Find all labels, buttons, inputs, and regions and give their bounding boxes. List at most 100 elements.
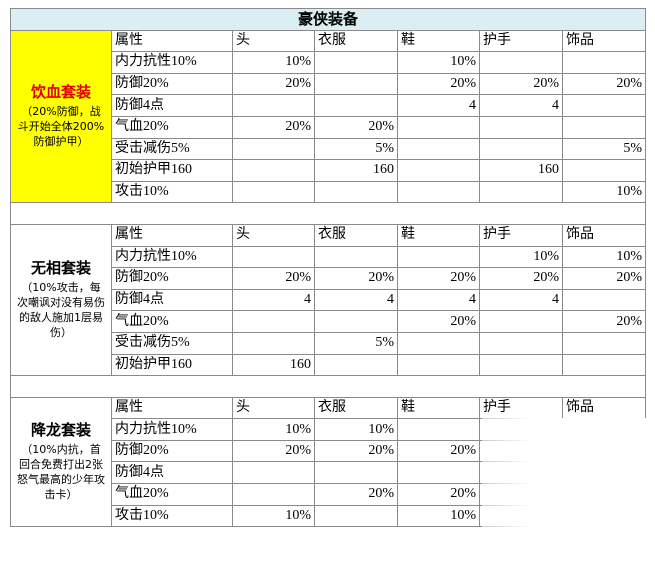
stat-name: 攻击10%: [111, 180, 233, 204]
stat-name: 受击减伤5%: [111, 137, 233, 161]
stat-value: [561, 94, 647, 117]
set-cell: 降龙套装 （10%内抗，首回合免费打出2张怒气最高的少年攻击卡）: [10, 396, 112, 528]
stat-name: 气血20%: [111, 483, 233, 506]
stat-value: 20%: [232, 267, 315, 290]
stat-value: 20%: [314, 483, 398, 506]
stat-value: 10%: [397, 504, 480, 528]
stat-name: 防御20%: [111, 72, 233, 96]
stat-value: [561, 115, 647, 139]
stat-value: [314, 180, 398, 204]
stat-value: [479, 51, 563, 74]
stat-value: [232, 461, 315, 485]
stat-value: [232, 310, 315, 333]
stat-value: 20%: [479, 72, 563, 96]
stat-value: 20%: [397, 72, 480, 96]
stat-value: 4: [397, 288, 480, 312]
set-description: （20%防御，战斗开始全体200%防御护甲）: [17, 104, 105, 148]
set-description: （10%攻击，每次嘲讽对没有易伤的敌人施加1层易伤）: [17, 281, 105, 340]
column-header: 饰品: [561, 223, 647, 247]
stat-value: 20%: [397, 483, 480, 506]
column-header: 属性: [111, 396, 233, 420]
stat-value: 10%: [232, 504, 315, 528]
stat-value: 20%: [314, 115, 398, 139]
column-header: 头: [232, 223, 315, 247]
stat-name: 内力抗性10%: [111, 51, 233, 74]
stat-row: 初始护甲160 160 160: [11, 159, 647, 182]
column-header: 头: [232, 29, 315, 53]
stat-value: 20%: [561, 310, 647, 333]
stat-value: [397, 331, 480, 355]
column-header: 鞋: [397, 396, 480, 420]
stat-row: 防御20% 20% 20% 20% 20% 20%: [11, 267, 647, 290]
stat-value: [397, 353, 480, 377]
stat-name: 气血20%: [111, 115, 233, 139]
stat-value: [232, 245, 315, 269]
stat-name: 防御4点: [111, 461, 233, 485]
column-header: 鞋: [397, 223, 480, 247]
stat-value: [479, 137, 563, 161]
stat-value: [397, 159, 480, 182]
stat-value: [232, 137, 315, 161]
stat-name: 初始护甲160: [111, 353, 233, 377]
stat-value: [232, 180, 315, 204]
stat-value: [479, 180, 563, 204]
stat-name: 内力抗性10%: [111, 418, 233, 441]
stat-value: [397, 418, 480, 441]
stat-value: [314, 245, 398, 269]
stat-value: [314, 310, 398, 333]
stat-value: [314, 461, 398, 485]
set-name: 无相套装: [30, 259, 91, 278]
set-name: 降龙套装: [30, 420, 91, 439]
stat-value: 20%: [397, 310, 480, 333]
column-header: 头: [232, 396, 315, 420]
stat-name: 防御4点: [111, 94, 233, 117]
stat-value: [314, 51, 398, 74]
stat-row: 气血20% 20% 20%: [11, 115, 647, 139]
stat-value: 10%: [561, 245, 647, 269]
stat-value: 10%: [314, 418, 398, 441]
stat-value: 4: [314, 288, 398, 312]
stat-value: 20%: [561, 267, 647, 290]
blur-overlay: [482, 418, 647, 554]
stat-value: 20%: [314, 439, 398, 463]
stat-value: 5%: [561, 137, 647, 161]
stat-name: 受击减伤5%: [111, 331, 233, 355]
spacer-row: [9, 375, 647, 398]
stat-row: 内力抗性10% 10% 10%: [11, 245, 647, 269]
stat-value: 160: [232, 353, 315, 377]
stat-value: [479, 115, 563, 139]
stat-value: 20%: [561, 72, 647, 96]
stat-name: 攻击10%: [111, 504, 233, 528]
column-header: 衣服: [314, 396, 398, 420]
stat-row: 防御4点 4 4 4 4: [11, 288, 647, 312]
column-header: 属性: [111, 223, 233, 247]
column-header: 衣服: [314, 29, 398, 53]
stat-value: 20%: [314, 267, 398, 290]
column-header: 护手: [479, 396, 563, 420]
stat-value: 4: [232, 288, 315, 312]
header-row: 饮血套装 （20%防御，战斗开始全体200%防御护甲） 属性头衣服鞋护手 饰品: [10, 29, 647, 204]
header-row: 降龙套装 （10%内抗，首回合免费打出2张怒气最高的少年攻击卡） 属性头衣服鞋护手饰…: [10, 396, 647, 528]
stat-value: [397, 115, 480, 139]
header-row: 无相套装 （10%攻击，每次嘲讽对没有易伤的敌人施加1层易伤） 属性头衣服鞋护手 饰品: [10, 223, 647, 377]
stat-name: 防御20%: [111, 439, 233, 463]
stat-value: 20%: [397, 267, 480, 290]
set-cell: 无相套装 （10%攻击，每次嘲讽对没有易伤的敌人施加1层易伤）: [10, 223, 112, 377]
stat-row: 受击减伤5% 5% 5%: [11, 137, 647, 161]
set-name: 饮血套装: [30, 82, 91, 101]
stat-value: [232, 331, 315, 355]
stat-value: 20%: [232, 115, 315, 139]
stat-row: 防御20% 20% 20% 20% 20%: [11, 72, 647, 96]
stat-value: 5%: [314, 137, 398, 161]
stat-value: [561, 288, 647, 312]
stat-value: [479, 331, 563, 355]
stat-value: 160: [314, 159, 398, 182]
stat-value: [232, 94, 315, 117]
stat-value: [479, 353, 563, 377]
stat-row: 内力抗性10% 10% 10%: [11, 51, 647, 74]
stat-value: [479, 310, 563, 333]
stat-value: 20%: [479, 267, 563, 290]
stat-value: 20%: [397, 439, 480, 463]
set-description: （10%内抗，首回合免费打出2张怒气最高的少年攻击卡）: [17, 442, 105, 501]
stat-value: [561, 159, 647, 182]
